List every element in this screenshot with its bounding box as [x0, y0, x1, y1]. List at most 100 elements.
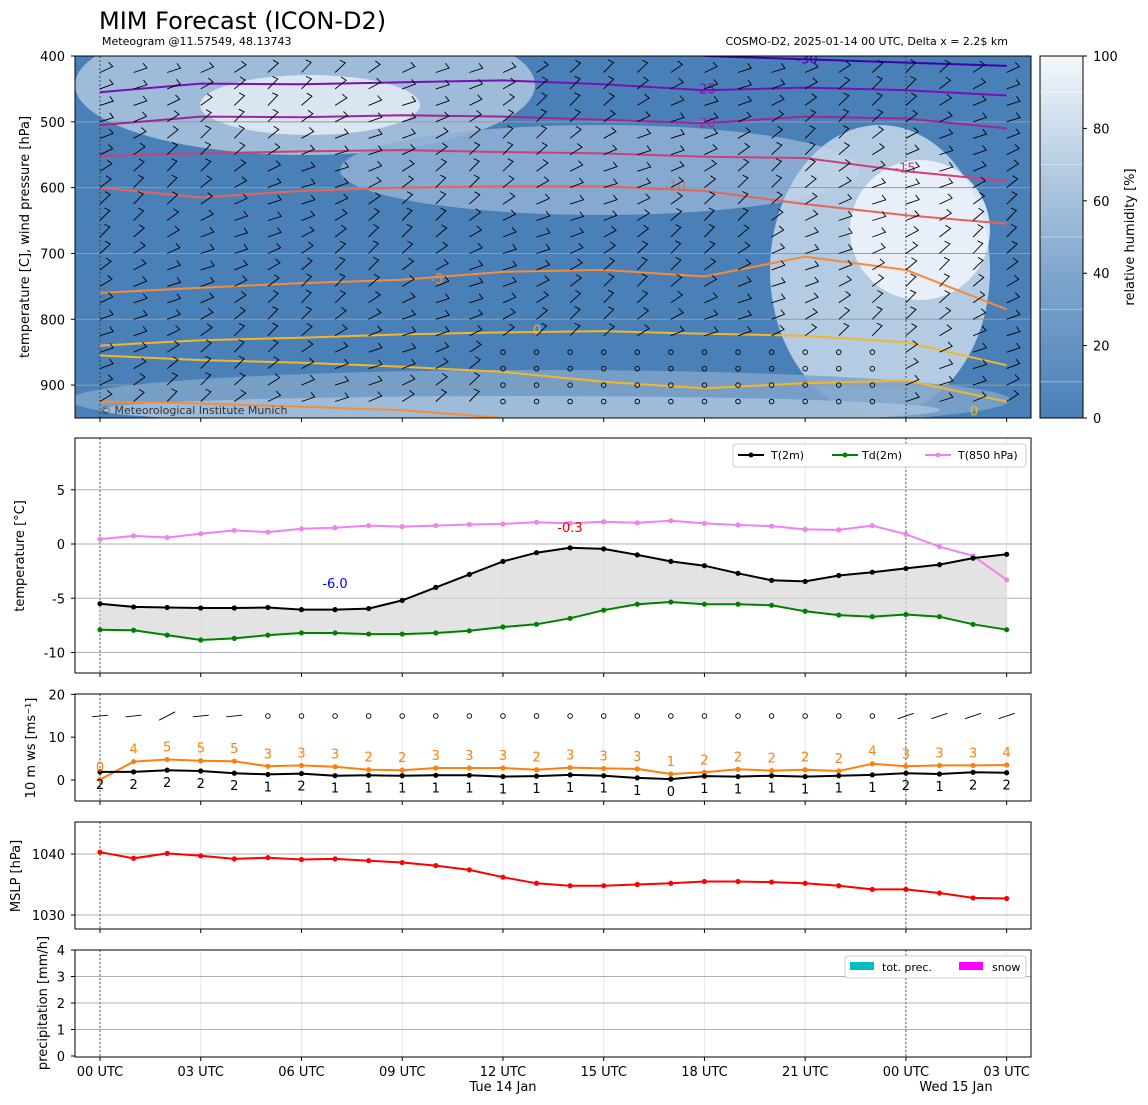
- gust-speed-point: [769, 767, 775, 774]
- wind-barb: [804, 141, 816, 156]
- t850-point: [164, 534, 170, 541]
- wind-barb: [402, 112, 417, 123]
- isotherm-label--20: -20: [694, 117, 715, 132]
- wind-barb: [368, 240, 380, 254]
- wind-barb: [805, 260, 820, 271]
- t850-point: [836, 527, 842, 533]
- wind-barb: [200, 109, 212, 123]
- gust-value-label: 3: [499, 749, 507, 764]
- t850-point: [936, 544, 943, 550]
- wind-barb: [469, 388, 480, 402]
- wind-barb: [939, 209, 953, 221]
- wind-barb: [267, 75, 279, 90]
- wind-barb: [603, 306, 615, 320]
- wind-barb: [704, 292, 718, 304]
- wind-barb: [503, 56, 505, 57]
- wind-barb: [871, 92, 883, 106]
- temperature-axis-label: temperature [°C]: [13, 500, 28, 612]
- wind-barb: [670, 273, 683, 287]
- wind-barb: [704, 61, 718, 73]
- isotherm--10: [99, 185, 1007, 225]
- surface-calm-symbol: [634, 713, 641, 719]
- calm-wind-symbol: [533, 398, 540, 405]
- wind-barb: [234, 193, 248, 205]
- precip-axis-label: precipitation [mm/h]: [36, 936, 51, 1070]
- wind-barb: [570, 56, 571, 57]
- wind-barb: [200, 323, 213, 337]
- x-tick-label: 18 UTC: [681, 1065, 727, 1080]
- wind-barb: [234, 275, 248, 287]
- wind-barb: [200, 308, 214, 320]
- wind-barb: [905, 92, 918, 106]
- wind-barb: [536, 193, 551, 205]
- mean-value-label: 2: [197, 777, 205, 792]
- wind-barb: [1006, 374, 1020, 386]
- wind-barb: [1006, 207, 1018, 221]
- wind-barb: [435, 326, 450, 337]
- wind-barb: [435, 388, 448, 402]
- wind-barb: [133, 111, 148, 123]
- wind-barb: [1006, 240, 1018, 254]
- pressure-axis-label: temperature [C], wind pressure [hPa]: [18, 116, 33, 358]
- wind-barb: [469, 110, 482, 123]
- calm-wind-symbol: [701, 349, 708, 355]
- wind-barb: [603, 75, 615, 90]
- wind-barb: [334, 341, 349, 353]
- td2m-point: [802, 608, 808, 614]
- td2m-point: [130, 627, 137, 633]
- gust-value-label: 2: [532, 751, 540, 766]
- wind-barb: [838, 176, 852, 188]
- calm-wind-symbol: [533, 349, 540, 355]
- wind-barb: [536, 56, 538, 57]
- wind-barb: [99, 223, 111, 238]
- wind-barb: [737, 174, 749, 188]
- x-tick-label: 12 UTC: [480, 1065, 526, 1080]
- wind-barb: [636, 273, 648, 287]
- wind-barb: [435, 95, 450, 106]
- wind-barb: [972, 208, 985, 221]
- td2m-point: [298, 630, 305, 636]
- wind-barb: [1006, 326, 1021, 337]
- t850-point: [601, 519, 607, 525]
- calm-wind-symbol: [869, 365, 876, 372]
- wind-barb: [838, 125, 850, 139]
- wind-barb: [334, 375, 350, 386]
- calm-wind-symbol: [600, 382, 607, 388]
- wind-barb: [435, 293, 450, 304]
- wind-barb: [737, 142, 751, 156]
- wind-barb: [334, 256, 346, 271]
- humidity-field: [75, 56, 1031, 418]
- wind-barb: [167, 260, 182, 271]
- mslp-point: [265, 855, 271, 861]
- surface-wind-barb: [998, 712, 1015, 720]
- wind-barb: [401, 175, 414, 188]
- mean-value-label: 1: [364, 781, 372, 796]
- wind-barb: [469, 125, 482, 139]
- wind-barb: [267, 390, 282, 402]
- wind-barb: [167, 242, 181, 254]
- calm-wind-symbol: [567, 365, 573, 372]
- colorbar: 0 20 40 60 80 100 relative humidity [%]: [1039, 50, 1138, 427]
- wind-barb: [569, 290, 582, 304]
- wind-barb: [502, 227, 517, 238]
- wind-barb: [301, 56, 303, 57]
- wind-barb: [737, 293, 753, 304]
- t850-point: [130, 533, 137, 539]
- t2m-point: [298, 607, 305, 613]
- wind-barb: [872, 211, 887, 221]
- wind-barb: [972, 325, 987, 337]
- gust-value-label: 5: [163, 740, 171, 755]
- wind-barb: [536, 244, 551, 254]
- wind-barb: [368, 95, 383, 106]
- mean-speed-point: [164, 767, 170, 773]
- wind-barb: [939, 93, 953, 106]
- wind-barb: [200, 227, 215, 238]
- x-tick-label: 21 UTC: [782, 1065, 828, 1080]
- t850-point: [433, 522, 439, 529]
- wind-barb: [301, 144, 316, 156]
- wind-barb: [234, 176, 248, 188]
- surface-calm-symbol: [735, 713, 741, 719]
- mean-value-label: 2: [96, 778, 104, 793]
- td2m-point: [567, 615, 573, 621]
- td2m-point: [433, 630, 439, 636]
